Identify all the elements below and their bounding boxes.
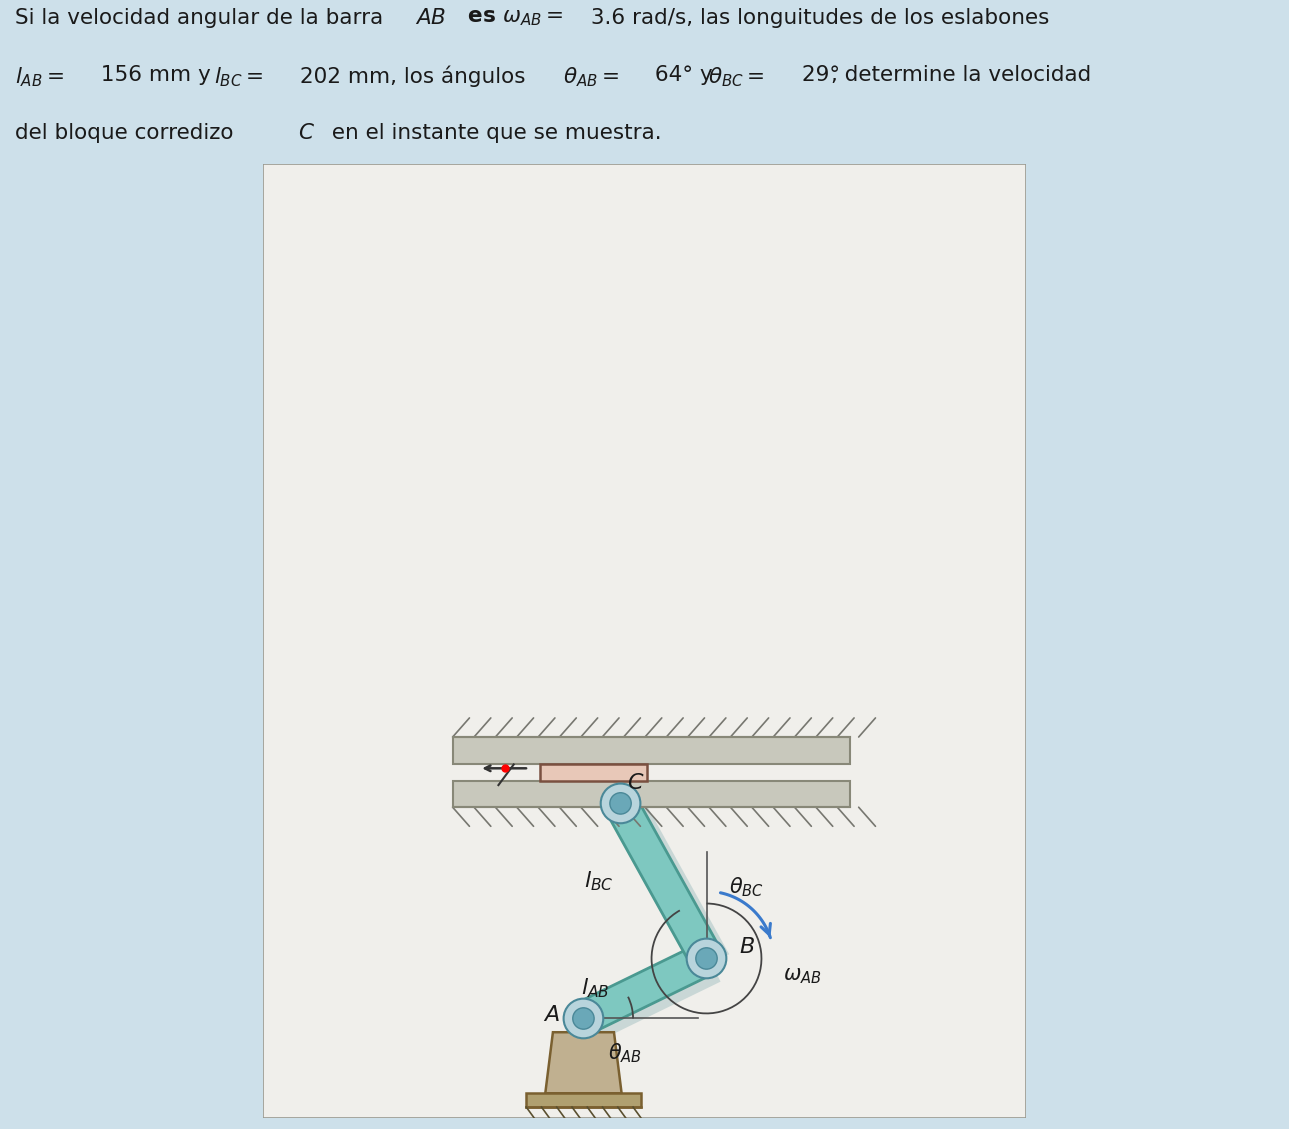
Circle shape	[610, 793, 632, 814]
Bar	[526, 1093, 641, 1108]
Text: $C$: $C$	[626, 773, 644, 793]
Circle shape	[687, 938, 726, 979]
Text: , determine la velocidad: , determine la velocidad	[831, 65, 1092, 86]
Polygon shape	[608, 799, 730, 973]
Text: $B$: $B$	[739, 937, 754, 957]
Text: en el instante que se muestra.: en el instante que se muestra.	[325, 123, 661, 142]
Circle shape	[572, 1008, 594, 1030]
Text: 64° y: 64° y	[648, 65, 719, 86]
Polygon shape	[545, 1032, 621, 1093]
Text: 202 mm, los ángulos: 202 mm, los ángulos	[293, 65, 532, 87]
Text: $l_{BC}$: $l_{BC}$	[584, 869, 614, 893]
Text: $\omega_{AB}$: $\omega_{AB}$	[782, 966, 821, 986]
Text: $\theta_{BC}$: $\theta_{BC}$	[730, 875, 764, 899]
Text: $l_{AB}$: $l_{AB}$	[581, 977, 610, 1000]
Polygon shape	[606, 795, 721, 966]
Text: 3.6 rad/s, las longuitudes de los eslabones: 3.6 rad/s, las longuitudes de los eslabo…	[584, 8, 1049, 28]
Text: $\mathit{C}$: $\mathit{C}$	[298, 123, 315, 142]
Text: $l_{BC}=$: $l_{BC}=$	[214, 65, 263, 89]
Text: $\mathit{AB}$: $\mathit{AB}$	[415, 8, 446, 28]
Circle shape	[601, 784, 641, 823]
Text: $l_{AB}=$: $l_{AB}=$	[15, 65, 64, 89]
Bar	[452, 737, 849, 763]
Text: $\theta_{BC}=$: $\theta_{BC}=$	[708, 65, 764, 89]
Text: 156 mm y: 156 mm y	[94, 65, 218, 86]
Circle shape	[696, 947, 717, 969]
Text: es $\omega_{AB}=$: es $\omega_{AB}=$	[460, 8, 563, 28]
Bar	[452, 780, 849, 807]
Circle shape	[563, 999, 603, 1039]
Text: 29°: 29°	[795, 65, 840, 86]
Bar	[540, 763, 647, 780]
Text: $\theta_{AB}$: $\theta_{AB}$	[608, 1041, 642, 1065]
Text: Si la velocidad angular de la barra: Si la velocidad angular de la barra	[15, 8, 391, 28]
Polygon shape	[576, 944, 714, 1033]
Text: $A$: $A$	[543, 1005, 559, 1025]
Text: del bloque corredizo: del bloque corredizo	[15, 123, 241, 142]
Polygon shape	[580, 946, 721, 1042]
Text: $\theta_{AB}=$: $\theta_{AB}=$	[563, 65, 620, 89]
